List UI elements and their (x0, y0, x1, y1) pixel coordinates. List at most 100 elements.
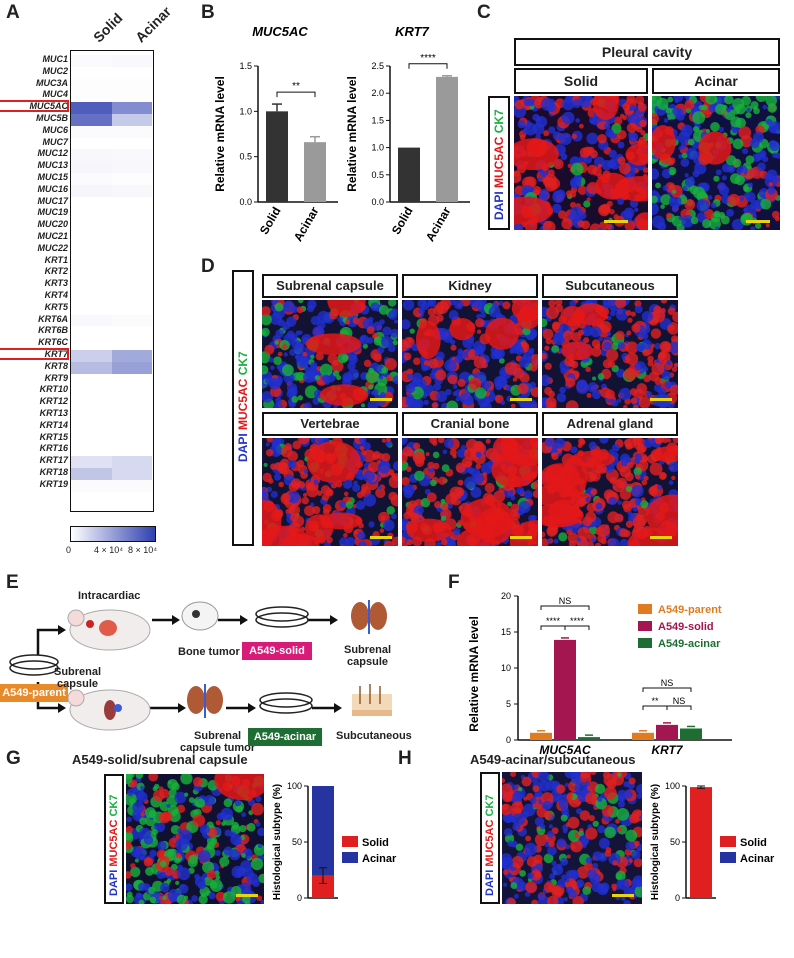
site-micrograph (262, 300, 398, 408)
tick-label-x: Acinar (291, 204, 322, 244)
cell (616, 879, 624, 887)
annotation-ns: NS (673, 696, 686, 706)
cell (148, 886, 156, 895)
cell (527, 356, 533, 363)
cell (544, 345, 550, 351)
cell (657, 484, 663, 490)
bar (530, 732, 552, 740)
cell (570, 773, 581, 784)
chart-subtype-acinar: Histological subtype (%) 0 50 100 Solid Acina… (650, 781, 775, 903)
cell (623, 207, 635, 219)
cell (296, 355, 309, 369)
heatmap-gene-label: MUC5B (35, 113, 68, 123)
cell (514, 223, 524, 230)
heatmap-cell (71, 78, 112, 91)
cell (283, 302, 290, 309)
cell (710, 121, 720, 132)
cell (720, 215, 730, 225)
cell (616, 807, 630, 821)
cell (433, 500, 442, 509)
cell (672, 189, 677, 194)
cell (560, 857, 569, 866)
cell (519, 869, 526, 877)
tick-label-y: 5 (506, 699, 511, 709)
heatmap-cell (112, 125, 152, 138)
cell (341, 354, 349, 362)
cell (626, 461, 634, 469)
site-micrograph (542, 300, 678, 408)
cell (567, 816, 580, 829)
cell (696, 199, 710, 213)
cell (273, 473, 282, 481)
cell (292, 440, 302, 450)
cell (565, 822, 571, 827)
stain-blob (492, 438, 519, 461)
cell (726, 107, 731, 113)
cell (619, 796, 625, 802)
cell (215, 820, 221, 826)
cell (425, 452, 430, 457)
heatmap-cell (71, 137, 112, 150)
cell (546, 830, 555, 838)
cell (626, 330, 632, 336)
heatmap-cell (112, 350, 152, 362)
tissue-texture (262, 438, 398, 546)
scale-bar (370, 536, 392, 539)
cell (498, 357, 505, 364)
heatmap-gene-label: MUC12 (37, 148, 68, 159)
cell (139, 817, 147, 826)
heatmap-gene-label: MUC3A (35, 77, 68, 88)
heatmap-gene-label: KRT16 (39, 443, 68, 454)
cell (282, 343, 288, 350)
tick-label-y: 0.5 (239, 152, 252, 162)
heatmap-gene-label: KRT10 (39, 384, 68, 395)
cell (534, 833, 548, 847)
stain-legend-h: DAPI MUC5AC CK7 (480, 772, 500, 904)
cell (321, 493, 330, 501)
cell (628, 132, 639, 142)
cell (138, 899, 145, 904)
cell (488, 305, 501, 318)
cell (507, 501, 512, 507)
cell (623, 789, 633, 799)
cell (378, 460, 391, 474)
cell (447, 503, 453, 509)
cell (590, 326, 602, 338)
cell (199, 824, 210, 835)
cell (365, 370, 379, 384)
cell (736, 165, 748, 177)
cell (295, 330, 301, 336)
cell (585, 496, 591, 502)
cell (277, 462, 290, 475)
cell (175, 838, 188, 851)
scale-bar (604, 220, 628, 223)
cell (572, 99, 582, 109)
cell (702, 218, 712, 229)
cell (634, 453, 643, 462)
cell (366, 326, 375, 335)
cell (705, 96, 717, 105)
cell (631, 484, 644, 498)
cell (523, 490, 533, 500)
cell (604, 826, 616, 839)
cell (622, 102, 630, 111)
site-label: Vertebrae (262, 412, 398, 436)
cell (255, 795, 262, 803)
cell (444, 359, 457, 372)
scale-bar (370, 398, 392, 401)
pleural-acinar-label: Acinar (652, 68, 780, 94)
cell (625, 485, 633, 493)
scale-bar (612, 894, 634, 897)
cell (523, 99, 531, 107)
tick-label-y: 20 (501, 591, 511, 601)
cell (274, 302, 284, 312)
cell (617, 824, 628, 835)
cell (547, 895, 559, 904)
cell (479, 401, 492, 408)
cell (619, 538, 629, 546)
cell (585, 792, 598, 805)
stain-blob (542, 484, 581, 507)
cell (617, 198, 624, 205)
stain-dapi: DAPI (108, 869, 120, 896)
cell (453, 527, 461, 536)
